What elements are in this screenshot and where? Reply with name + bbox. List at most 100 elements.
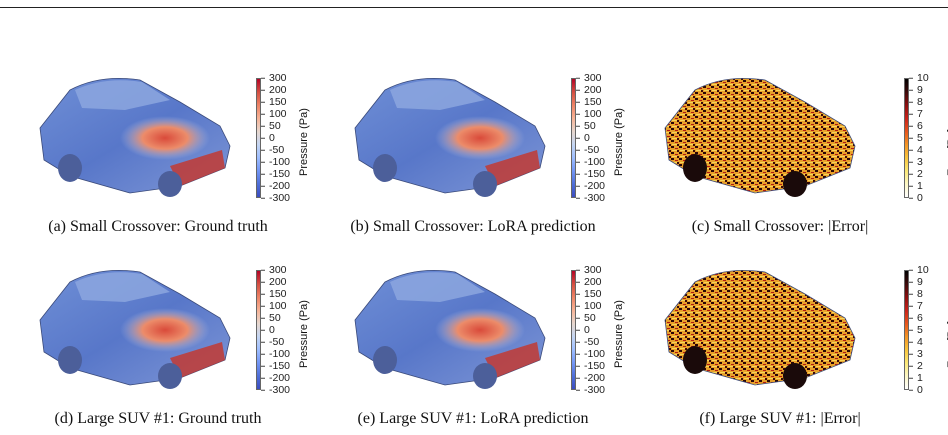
colorbar-tick-label: 2 (909, 359, 923, 372)
colorbar-tick-label: 6 (909, 311, 923, 324)
colorbar-tick-label: 7 (909, 299, 923, 312)
colorbar-tick-label: 8 (909, 95, 923, 108)
colorbar-tick-label: -100 (575, 347, 606, 360)
colorbar-tick-label: -150 (260, 167, 291, 180)
car-pressure-render (39, 270, 231, 389)
colorbar-tick-label: -300 (260, 383, 291, 396)
colorbar-tick-label: 1 (909, 179, 923, 192)
colorbar-tick-label: 100 (261, 107, 287, 120)
car-pressure-render (354, 270, 546, 389)
colorbar-tick-label: -50 (260, 335, 285, 348)
colorbar-tick-label: 4 (909, 335, 923, 348)
front-bumper-pressure (170, 150, 225, 186)
car-roof (390, 80, 485, 110)
colorbar-tick-label: 150 (261, 287, 287, 300)
colorbar-tick-label: -50 (260, 143, 285, 156)
colorbar-tick-label: 5 (909, 131, 923, 144)
front-bumper-pressure (485, 342, 540, 378)
colorbar-tick-label: 100 (576, 107, 602, 120)
panel-caption: (e) Large SUV #1: LoRA prediction (357, 410, 589, 427)
figure-panel (655, 260, 948, 435)
front-wheel (783, 171, 807, 197)
front-bumper-pressure (170, 342, 225, 378)
colorbar-tick-label: 300 (576, 263, 602, 276)
colorbar-tick-label: 2 (909, 167, 923, 180)
colorbar-tick-label: 10 (909, 71, 929, 84)
car-pressure-render (39, 78, 231, 197)
colorbar-tick-label: 3 (909, 155, 923, 168)
colorbar-tick-label: 100 (261, 299, 287, 312)
figure-panel (345, 68, 645, 243)
colorbar-tick-label: 5 (909, 323, 923, 336)
colorbar-tick-label: 300 (261, 71, 287, 84)
rear-wheel (58, 154, 82, 182)
colorbar-tick-label: -50 (575, 335, 600, 348)
colorbar-tick-label: -150 (575, 167, 606, 180)
colorbar-tick-label: 50 (576, 119, 596, 132)
colorbar-tick-label: 200 (576, 83, 602, 96)
figure-panel (655, 68, 948, 243)
colorbar-tick-label: 300 (576, 71, 602, 84)
colorbar-gradient (571, 270, 576, 390)
car-roof (75, 80, 170, 110)
front-wheel (473, 363, 497, 389)
colorbar-tick-label: -50 (575, 143, 600, 156)
colorbar-tick-label: -150 (260, 359, 291, 372)
colorbar-tick-label: -200 (575, 371, 606, 384)
panel-caption: (a) Small Crossover: Ground truth (48, 218, 268, 235)
colorbar-gradient (904, 78, 909, 198)
hood-pressure-zone (435, 116, 525, 160)
car-error-render (664, 78, 856, 197)
colorbar-tick-label: -300 (260, 191, 291, 204)
colorbar-tick-label: 8 (909, 287, 923, 300)
colorbar-tick-label: 200 (576, 275, 602, 288)
figure-panel (30, 68, 330, 243)
car-roof (390, 272, 485, 302)
hood-pressure-zone (120, 308, 210, 352)
car-roof (700, 80, 795, 110)
colorbar-tick-label: 100 (576, 299, 602, 312)
colorbar-tick-label: 9 (909, 83, 923, 96)
figure-panel (30, 260, 330, 435)
colorbar-tick-label: -100 (575, 155, 606, 168)
colorbar-tick-label: -150 (575, 359, 606, 372)
colorbar-tick-label: 3 (909, 347, 923, 360)
front-wheel (473, 171, 497, 197)
car-error-render (664, 270, 856, 389)
colorbar-tick-label: 9 (909, 275, 923, 288)
colorbar-tick-label: -200 (575, 179, 606, 192)
colorbar-gradient (904, 270, 909, 390)
panel-caption: (d) Large SUV #1: Ground truth (54, 410, 262, 427)
colorbar-tick-label: 0 (261, 131, 275, 144)
colorbar-tick-label: -200 (260, 371, 291, 384)
colorbar-tick-label: 200 (261, 275, 287, 288)
car-roof (700, 272, 795, 302)
colorbar-gradient (256, 270, 261, 390)
hood-pressure-zone (120, 116, 210, 160)
colorbar-title: Pressure (Pa) (298, 108, 310, 176)
colorbar-tick-label: 150 (576, 287, 602, 300)
colorbar-tick-label: 7 (909, 107, 923, 120)
front-wheel (158, 363, 182, 389)
colorbar-title: Pressure (Pa) (298, 300, 310, 368)
colorbar-tick-label: 150 (261, 95, 287, 108)
panel-caption: (f) Large SUV #1: |Error| (699, 410, 861, 427)
car-pressure-render (354, 78, 546, 197)
rear-wheel (683, 346, 707, 374)
colorbar-title: Pressure (Pa) (613, 300, 625, 368)
colorbar-tick-label: 0 (909, 191, 923, 204)
rear-wheel (373, 154, 397, 182)
colorbar-tick-label: 10 (909, 263, 929, 276)
colorbar-tick-label: 0 (576, 131, 590, 144)
colorbar-tick-label: -300 (575, 383, 606, 396)
colorbar-tick-label: 300 (261, 263, 287, 276)
top-rule (0, 7, 948, 8)
colorbar-tick-label: -100 (260, 347, 291, 360)
hood-pressure-zone (435, 308, 525, 352)
rear-wheel (58, 346, 82, 374)
colorbar-tick-label: 50 (261, 119, 281, 132)
panel-caption: (c) Small Crossover: |Error| (691, 218, 869, 235)
colorbar-title: Pressure (Pa) (613, 108, 625, 176)
colorbar-tick-label: 50 (576, 311, 596, 324)
front-wheel (783, 363, 807, 389)
